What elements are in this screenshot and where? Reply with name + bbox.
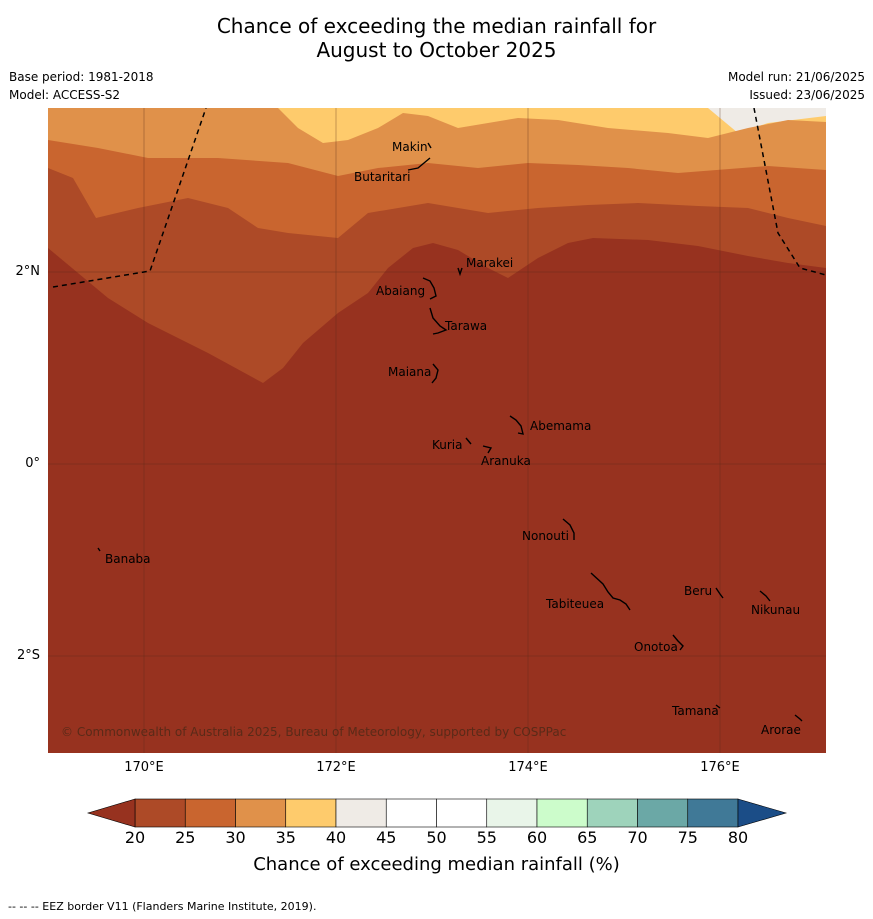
island-label-tarawa: Tarawa [444, 319, 487, 333]
island-label-arorae: Arorae [761, 723, 801, 737]
x-tick-172e: 172°E [316, 760, 356, 775]
island-label-tabiteuea: Tabiteuea [545, 597, 604, 611]
island-label-tamana: Tamana [671, 704, 719, 718]
x-tick-170e: 170°E [124, 760, 164, 775]
colorbar-title: Chance of exceeding median rainfall (%) [253, 854, 620, 875]
map-svg: Makin Butaritari Marakei Abaiang Tarawa … [48, 108, 826, 753]
colorbar-segment [335, 798, 387, 828]
colorbar-segment [184, 798, 236, 828]
colorbar-segment [536, 798, 588, 828]
colorbar-segment [285, 798, 337, 828]
colorbar-tick-label: 35 [275, 828, 296, 847]
island-label-kuria: Kuria [432, 438, 463, 452]
colorbar-tick-label: 40 [325, 828, 347, 847]
colorbar-tick-label: 80 [727, 828, 749, 847]
band-below-20 [48, 238, 826, 753]
island-label-butaritari: Butaritari [354, 170, 411, 184]
copyright-text: © Commonwealth of Australia 2025, Bureau… [61, 725, 566, 739]
island-label-nonouti: Nonouti [522, 529, 569, 543]
kuria-shape [465, 437, 472, 445]
map-panel: Makin Butaritari Marakei Abaiang Tarawa … [48, 108, 826, 753]
colorbar-under-arrow [86, 798, 136, 828]
colorbar-segment [134, 798, 186, 828]
eez-footnote: -- -- -- EEZ border V11 (Flanders Marine… [8, 900, 317, 913]
nonouti-shape [562, 518, 575, 540]
colorbar-tick-label: 25 [175, 828, 196, 847]
model-run-text: Model run: 21/06/2025 [727, 70, 865, 84]
island-label-marakei: Marakei [466, 256, 513, 270]
abemama-shape [509, 415, 524, 435]
island-label-onotoa: Onotoa [634, 640, 678, 654]
colorbar-tick-label: 65 [577, 828, 598, 847]
colorbar-segment [486, 798, 538, 828]
island-labels: Makin Butaritari Marakei Abaiang Tarawa … [105, 140, 801, 737]
colorbar-tick-label: 75 [677, 828, 698, 847]
aranuka-shape [482, 445, 493, 454]
abaiang-shape [422, 277, 437, 300]
eez-border [52, 108, 826, 288]
map-title-line2: August to October 2025 [316, 38, 557, 62]
island-label-beru: Beru [684, 584, 712, 598]
graticule [48, 108, 826, 753]
banaba-shape [97, 547, 101, 552]
x-tick-176e: 176°E [700, 760, 740, 775]
colorbar-tick-label: 60 [526, 828, 548, 847]
colorbar-segments [134, 798, 739, 828]
colorbar-tick-label: 55 [476, 828, 497, 847]
onotoa-shape [672, 634, 684, 651]
marakei-shape [457, 267, 463, 277]
colorbar-segment [637, 798, 689, 828]
island-label-abaiang: Abaiang [376, 284, 425, 298]
map-title-line1: Chance of exceeding the median rainfall … [216, 14, 657, 38]
arorae-shape [794, 714, 803, 722]
colorbar-tick-label: 45 [376, 828, 397, 847]
x-tick-174e: 174°E [508, 760, 548, 775]
y-tick-0: 0° [25, 456, 40, 471]
base-period-text: Base period: 1981-2018 [9, 70, 154, 84]
tarawa-shape [429, 307, 448, 335]
colorbar-segment [235, 798, 287, 828]
island-shapes [97, 142, 803, 722]
colorbar-tick-label: 50 [426, 828, 447, 847]
makin-shape [427, 142, 432, 149]
island-label-maiana: Maiana [388, 365, 431, 379]
issued-text: Issued: 23/06/2025 [749, 88, 865, 102]
y-tick-2s: 2°S [16, 648, 40, 663]
y-tick-2n: 2°N [15, 264, 41, 279]
beru-shape [715, 587, 724, 599]
colorbar-over-arrow [737, 798, 788, 828]
island-label-banaba: Banaba [105, 552, 151, 566]
colorbar-segment [586, 798, 638, 828]
model-text: Model: ACCESS-S2 [9, 88, 121, 102]
maiana-shape [431, 363, 439, 384]
butaritari-shape [407, 157, 431, 171]
colorbar [86, 798, 788, 828]
tabiteuea-shape [590, 572, 631, 611]
colorbar-segment [687, 798, 739, 828]
colorbar-tick-label: 70 [627, 828, 648, 847]
island-label-abemama: Abemama [530, 419, 591, 433]
island-label-aranuka: Aranuka [481, 454, 531, 468]
nikunau-shape [759, 590, 771, 602]
tamana-shape [715, 704, 721, 709]
island-label-nikunau: Nikunau [751, 603, 800, 617]
colorbar-tick-label: 30 [225, 828, 246, 847]
island-label-makin: Makin [392, 140, 428, 154]
colorbar-segment [385, 798, 437, 828]
colorbar-tick-label: 20 [124, 828, 146, 847]
colorbar-segment [436, 798, 488, 828]
